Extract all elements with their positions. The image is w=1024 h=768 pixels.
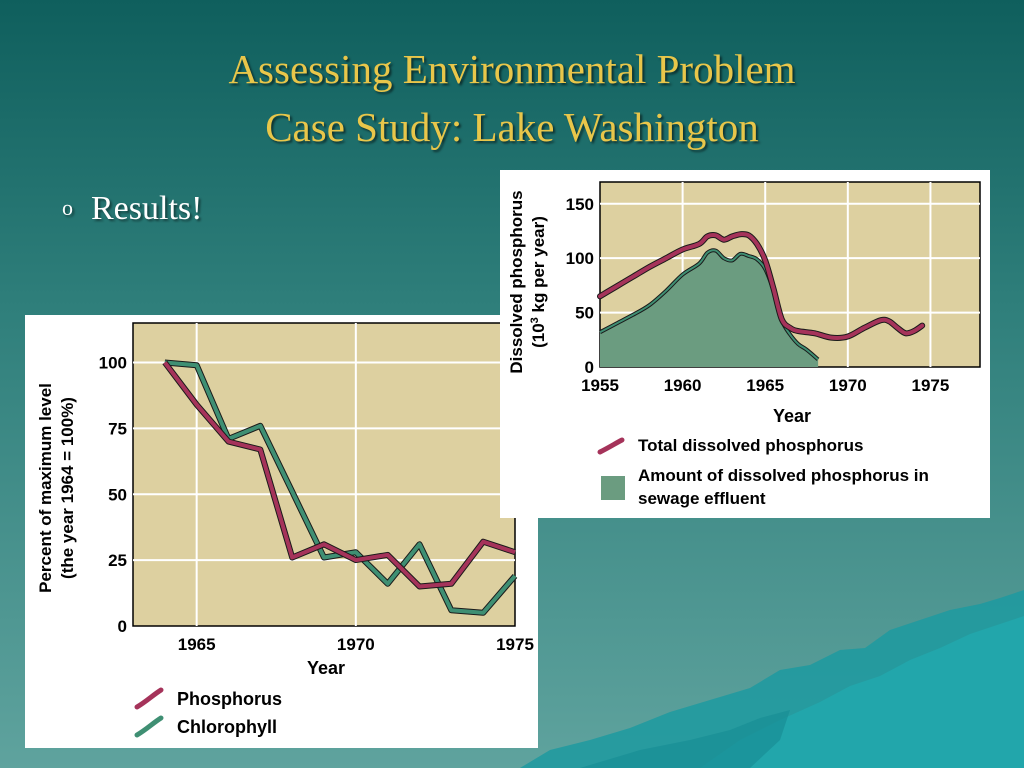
y-tick-label: 25 <box>108 551 127 570</box>
y-tick-label: 100 <box>566 249 594 268</box>
y-axis-label-line-2: (the year 1964 = 100%) <box>58 397 77 579</box>
bullet-item: o Results! <box>62 190 202 228</box>
percent-max-level-chart: 0 25 50 75 100 1965 1970 1975 Percent of maxim… <box>36 322 534 738</box>
legend: Phosphorus Chlorophyll <box>134 687 282 738</box>
x-tick-label: 1965 <box>178 635 216 654</box>
legend-label-chlorophyll: Chlorophyll <box>177 717 277 737</box>
legend-swatch-total <box>597 437 625 455</box>
y-tick-label: 75 <box>108 419 127 438</box>
series-group <box>162 359 518 616</box>
phosphorus-line <box>163 361 516 589</box>
y-tick-label: 150 <box>566 195 594 214</box>
x-tick-label: 1970 <box>829 376 867 395</box>
legend-label-total: Total dissolved phosphorus <box>638 436 863 455</box>
y-tick-label: 50 <box>108 485 127 504</box>
x-axis-label: Year <box>773 406 811 426</box>
mountain-decoration <box>520 590 1024 768</box>
slide-title-line-1: Assessing Environmental Problem <box>228 46 796 92</box>
y-axis-label-line-1: Percent of maximum level <box>36 383 55 593</box>
plot-area <box>132 322 516 627</box>
x-tick-label: 1975 <box>912 376 950 395</box>
y-axis-label-line-1: Dissolved phosphorus <box>507 190 526 373</box>
effluent-area-edge <box>599 249 819 361</box>
bullet-marker: o <box>62 195 73 220</box>
effluent-area <box>600 250 819 367</box>
legend-swatch-phosphorus <box>134 687 164 710</box>
legend-label-effluent: Amount of dissolved phosphorus in sewage… <box>638 466 934 508</box>
x-tick-labels: 1965 1970 1975 <box>178 635 534 654</box>
slide-title-line-2: Case Study: Lake Washington <box>265 104 759 150</box>
series-group <box>597 231 926 367</box>
x-axis-label: Year <box>307 658 345 678</box>
y-tick-label: 0 <box>585 358 594 377</box>
x-tick-label: 1975 <box>496 635 534 654</box>
total-phosphorus-line <box>598 232 925 340</box>
x-tick-label: 1960 <box>664 376 702 395</box>
bullet-text: Results! <box>91 190 203 227</box>
y-axis-label-line-2: (103 kg per year) <box>529 216 548 348</box>
y-tick-label: 50 <box>575 304 594 323</box>
x-tick-labels: 1955 1960 1965 1970 1975 <box>581 376 949 395</box>
chart-panel-percent: 0 25 50 75 100 1965 1970 1975 Percent of maxim… <box>25 315 538 748</box>
legend-swatch-effluent <box>601 476 625 500</box>
chart-panel-phosphorus: 0 50 100 150 1955 1960 1965 1970 1975 Dissolved… <box>500 170 990 518</box>
x-tick-label: 1965 <box>746 376 784 395</box>
legend: Total dissolved phosphorus Amount of dis… <box>597 436 934 508</box>
y-tick-labels: 0 50 100 150 <box>566 195 594 377</box>
y-tick-labels: 0 25 50 75 100 <box>99 354 127 636</box>
dissolved-phosphorus-chart: 0 50 100 150 1955 1960 1965 1970 1975 Dissolved… <box>507 181 981 508</box>
x-tick-label: 1955 <box>581 376 619 395</box>
legend-swatch-chlorophyll <box>134 715 164 738</box>
y-tick-label: 0 <box>118 617 127 636</box>
x-tick-label: 1970 <box>337 635 375 654</box>
y-tick-label: 100 <box>99 354 127 373</box>
legend-label-phosphorus: Phosphorus <box>177 689 282 709</box>
